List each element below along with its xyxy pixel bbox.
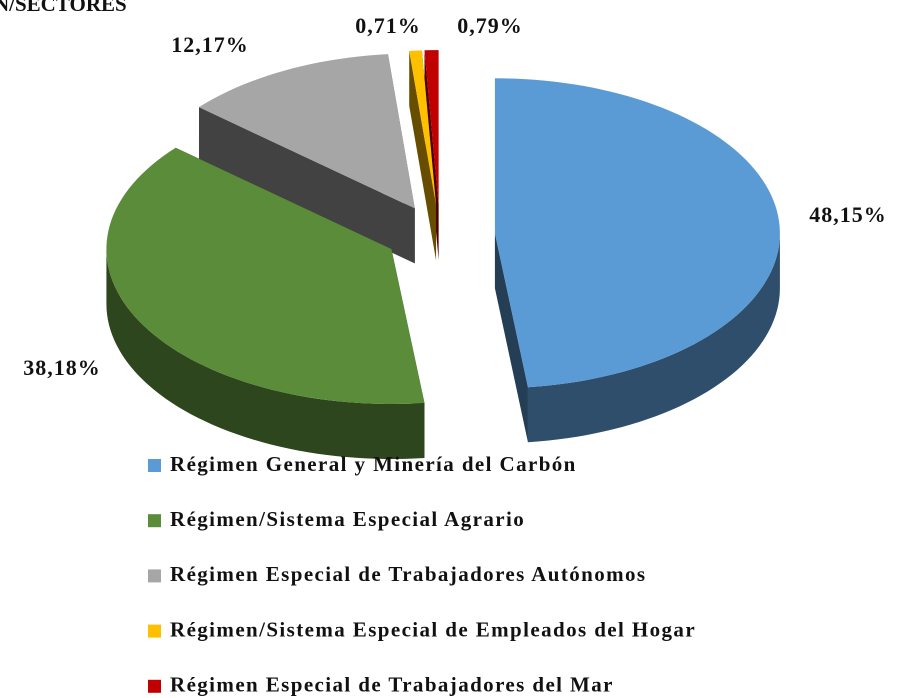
slice-side — [527, 233, 780, 443]
legend-swatch — [148, 459, 161, 472]
slice — [494, 78, 780, 388]
legend-label: Régimen/Sistema Especial de Empleados de… — [170, 617, 696, 641]
chart-title: N/SECTORES — [0, 0, 127, 16]
slice-wall — [409, 50, 437, 261]
data-label: 48,15% — [809, 202, 887, 227]
legend-label: Régimen/Sistema Especial Agrario — [170, 507, 525, 531]
slice-wall — [198, 107, 415, 264]
legend-label: Régimen Especial de Trabajadores del Mar — [170, 673, 614, 697]
slice-side — [106, 249, 425, 460]
legend-swatch — [148, 624, 161, 638]
slice — [198, 54, 415, 209]
legend-label: Régimen Especial de Trabajadores Autónom… — [170, 562, 646, 586]
legend-swatch — [148, 679, 161, 693]
legend-swatch — [148, 569, 161, 583]
slice — [409, 50, 437, 206]
data-label: 12,17% — [171, 32, 249, 57]
data-label: 0,71% — [355, 13, 421, 38]
slice — [424, 50, 439, 206]
legend-swatch — [148, 514, 161, 528]
legend-label: Régimen General y Minería del Carbón — [170, 452, 577, 476]
data-label: 38,18% — [23, 355, 101, 380]
slice — [106, 147, 425, 405]
data-label: 0,79% — [457, 13, 523, 38]
slice-wall — [494, 233, 528, 443]
